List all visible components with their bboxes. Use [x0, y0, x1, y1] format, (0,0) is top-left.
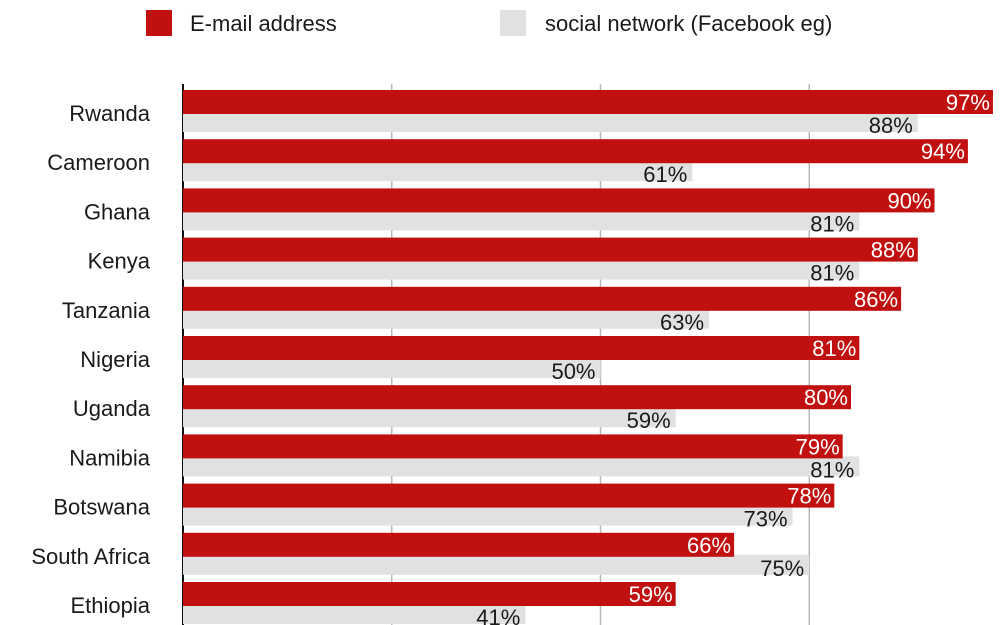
- bar-social-network: [183, 161, 693, 182]
- legend-swatch: [146, 10, 172, 36]
- value-label-social-network: 81%: [810, 457, 854, 482]
- value-label-email: 86%: [854, 287, 898, 312]
- bar-social-network: [183, 505, 793, 526]
- bar-email: [183, 188, 935, 213]
- category-label: Ghana: [84, 199, 151, 224]
- bar-social-network: [183, 259, 860, 280]
- bar-social-network: [183, 407, 676, 428]
- bars: [183, 90, 993, 624]
- value-label-social-network: 59%: [627, 408, 671, 433]
- category-label: Tanzania: [62, 298, 151, 323]
- value-label-email: 59%: [629, 582, 673, 607]
- bar-email: [183, 385, 851, 410]
- category-label: Nigeria: [80, 347, 150, 372]
- category-label: Uganda: [73, 396, 151, 421]
- category-label: South Africa: [31, 544, 150, 569]
- category-label: Namibia: [69, 445, 150, 470]
- bar-email: [183, 139, 968, 164]
- bar-email: [183, 582, 676, 606]
- value-label-social-network: 50%: [551, 359, 595, 384]
- bar-social-network: [183, 456, 860, 477]
- value-label-social-network: 81%: [810, 211, 854, 236]
- bar-email: [183, 90, 993, 114]
- legend-label: social network (Facebook eg): [545, 11, 832, 36]
- value-label-email: 80%: [804, 385, 848, 410]
- legend: E-mail address social network (Facebook e…: [146, 10, 832, 36]
- value-label-social-network: 88%: [869, 113, 913, 138]
- category-label: Cameroon: [47, 150, 150, 175]
- bar-social-network: [183, 554, 810, 575]
- labels: Rwanda 97% 88% Cameroon 94% 61% Ghana 90% 81% Ken…: [31, 90, 990, 625]
- value-label-social-network: 41%: [476, 605, 520, 625]
- value-label-email: 90%: [887, 188, 931, 213]
- bar-social-network: [183, 604, 526, 624]
- value-label-email: 66%: [687, 533, 731, 558]
- category-label: Rwanda: [69, 101, 150, 126]
- bar-email: [183, 336, 860, 360]
- value-label-email: 97%: [946, 90, 990, 115]
- value-label-social-network: 63%: [660, 310, 704, 335]
- value-label-email: 81%: [812, 336, 856, 361]
- legend-swatch: [500, 10, 526, 36]
- value-label-email: 94%: [921, 139, 965, 164]
- bar-email: [183, 483, 835, 508]
- bar-social-network: [183, 112, 918, 132]
- bar-social-network: [183, 308, 710, 329]
- legend-label: E-mail address: [190, 11, 337, 36]
- value-label-email: 78%: [787, 484, 831, 509]
- value-label-email: 88%: [871, 238, 915, 263]
- value-label-social-network: 75%: [760, 556, 804, 581]
- category-label: Botswana: [53, 495, 150, 520]
- bar-social-network: [183, 358, 601, 378]
- category-label: Ethiopia: [70, 593, 150, 618]
- value-label-email: 79%: [796, 434, 840, 459]
- value-label-social-network: 73%: [744, 507, 788, 532]
- bar-email: [183, 237, 918, 262]
- value-label-social-network: 81%: [810, 261, 854, 286]
- bar-email: [183, 286, 902, 311]
- value-label-social-network: 61%: [643, 162, 687, 187]
- bar-social-network: [183, 210, 860, 231]
- bar-email: [183, 434, 843, 459]
- bar-email: [183, 532, 735, 557]
- category-label: Kenya: [88, 249, 151, 274]
